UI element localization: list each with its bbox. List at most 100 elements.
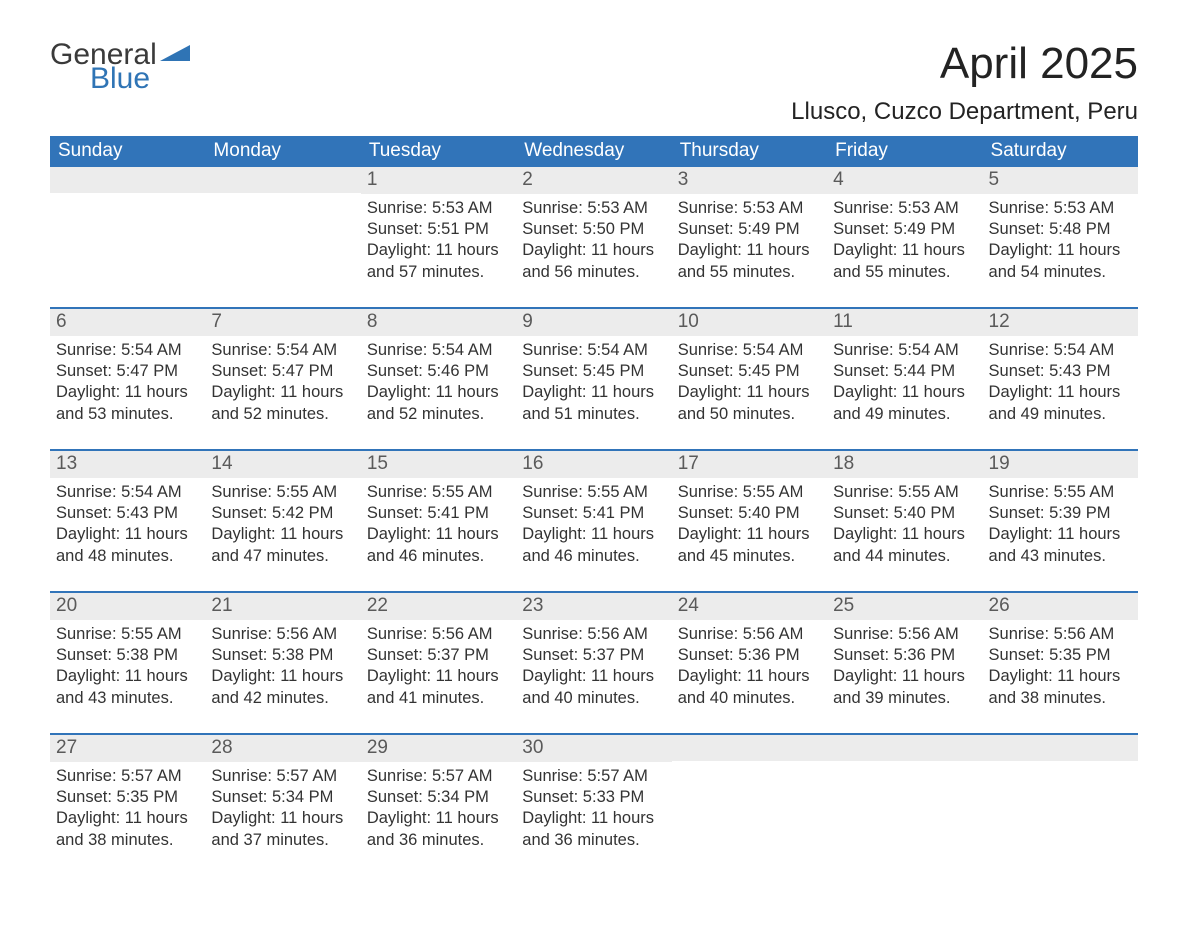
daylight-text-2: and 55 minutes. <box>678 262 821 283</box>
month-title: April 2025 <box>791 40 1138 88</box>
daylight-text-1: Daylight: 11 hours <box>367 382 510 403</box>
calendar-cell: 30Sunrise: 5:57 AMSunset: 5:33 PMDayligh… <box>516 735 671 875</box>
day-info: Sunrise: 5:56 AMSunset: 5:36 PMDaylight:… <box>827 620 982 718</box>
calendar-cell: 25Sunrise: 5:56 AMSunset: 5:36 PMDayligh… <box>827 593 982 733</box>
sunrise-text: Sunrise: 5:55 AM <box>833 482 976 503</box>
day-number: 13 <box>50 451 205 478</box>
daylight-text-1: Daylight: 11 hours <box>522 240 665 261</box>
sunrise-text: Sunrise: 5:57 AM <box>56 766 199 787</box>
day-info: Sunrise: 5:54 AMSunset: 5:44 PMDaylight:… <box>827 336 982 434</box>
daylight-text-2: and 54 minutes. <box>989 262 1132 283</box>
day-number: 20 <box>50 593 205 620</box>
calendar-cell <box>827 735 982 875</box>
day-info: Sunrise: 5:54 AMSunset: 5:43 PMDaylight:… <box>50 478 205 576</box>
daylight-text-1: Daylight: 11 hours <box>211 666 354 687</box>
calendar-week: 1Sunrise: 5:53 AMSunset: 5:51 PMDaylight… <box>50 167 1138 307</box>
sunrise-text: Sunrise: 5:57 AM <box>522 766 665 787</box>
day-info: Sunrise: 5:55 AMSunset: 5:41 PMDaylight:… <box>361 478 516 576</box>
daylight-text-1: Daylight: 11 hours <box>367 524 510 545</box>
sunset-text: Sunset: 5:35 PM <box>56 787 199 808</box>
sunrise-text: Sunrise: 5:53 AM <box>678 198 821 219</box>
calendar-week: 6Sunrise: 5:54 AMSunset: 5:47 PMDaylight… <box>50 307 1138 449</box>
calendar-cell: 16Sunrise: 5:55 AMSunset: 5:41 PMDayligh… <box>516 451 671 591</box>
dayhead-wednesday: Wednesday <box>516 136 671 167</box>
calendar-cell: 4Sunrise: 5:53 AMSunset: 5:49 PMDaylight… <box>827 167 982 307</box>
calendar-cell <box>672 735 827 875</box>
daylight-text-1: Daylight: 11 hours <box>211 808 354 829</box>
calendar-cell: 15Sunrise: 5:55 AMSunset: 5:41 PMDayligh… <box>361 451 516 591</box>
dayhead-saturday: Saturday <box>983 136 1138 167</box>
daylight-text-1: Daylight: 11 hours <box>833 666 976 687</box>
sunrise-text: Sunrise: 5:54 AM <box>833 340 976 361</box>
dayhead-row: Sunday Monday Tuesday Wednesday Thursday… <box>50 136 1138 167</box>
day-info: Sunrise: 5:54 AMSunset: 5:43 PMDaylight:… <box>983 336 1138 434</box>
sunrise-text: Sunrise: 5:55 AM <box>522 482 665 503</box>
sunrise-text: Sunrise: 5:54 AM <box>989 340 1132 361</box>
sunset-text: Sunset: 5:37 PM <box>367 645 510 666</box>
sunrise-text: Sunrise: 5:56 AM <box>989 624 1132 645</box>
weeks-container: 1Sunrise: 5:53 AMSunset: 5:51 PMDaylight… <box>50 167 1138 875</box>
sunrise-text: Sunrise: 5:54 AM <box>678 340 821 361</box>
sunset-text: Sunset: 5:50 PM <box>522 219 665 240</box>
day-number <box>672 735 827 761</box>
sunrise-text: Sunrise: 5:55 AM <box>211 482 354 503</box>
calendar-cell: 22Sunrise: 5:56 AMSunset: 5:37 PMDayligh… <box>361 593 516 733</box>
daylight-text-1: Daylight: 11 hours <box>211 524 354 545</box>
day-info: Sunrise: 5:55 AMSunset: 5:40 PMDaylight:… <box>672 478 827 576</box>
sunrise-text: Sunrise: 5:56 AM <box>522 624 665 645</box>
daylight-text-2: and 48 minutes. <box>56 546 199 567</box>
dayhead-friday: Friday <box>827 136 982 167</box>
daylight-text-1: Daylight: 11 hours <box>833 524 976 545</box>
sunrise-text: Sunrise: 5:56 AM <box>678 624 821 645</box>
day-info: Sunrise: 5:54 AMSunset: 5:47 PMDaylight:… <box>205 336 360 434</box>
daylight-text-2: and 49 minutes. <box>833 404 976 425</box>
calendar-cell: 23Sunrise: 5:56 AMSunset: 5:37 PMDayligh… <box>516 593 671 733</box>
calendar-cell <box>983 735 1138 875</box>
daylight-text-2: and 52 minutes. <box>367 404 510 425</box>
day-number <box>50 167 205 193</box>
sunset-text: Sunset: 5:38 PM <box>56 645 199 666</box>
sunrise-text: Sunrise: 5:55 AM <box>678 482 821 503</box>
day-info: Sunrise: 5:56 AMSunset: 5:36 PMDaylight:… <box>672 620 827 718</box>
day-number: 15 <box>361 451 516 478</box>
day-number: 14 <box>205 451 360 478</box>
day-number: 10 <box>672 309 827 336</box>
calendar-cell: 28Sunrise: 5:57 AMSunset: 5:34 PMDayligh… <box>205 735 360 875</box>
sunset-text: Sunset: 5:46 PM <box>367 361 510 382</box>
day-info: Sunrise: 5:53 AMSunset: 5:50 PMDaylight:… <box>516 194 671 292</box>
calendar-cell: 27Sunrise: 5:57 AMSunset: 5:35 PMDayligh… <box>50 735 205 875</box>
sunset-text: Sunset: 5:34 PM <box>211 787 354 808</box>
day-number: 7 <box>205 309 360 336</box>
calendar-week: 13Sunrise: 5:54 AMSunset: 5:43 PMDayligh… <box>50 449 1138 591</box>
day-number: 25 <box>827 593 982 620</box>
calendar: Sunday Monday Tuesday Wednesday Thursday… <box>50 136 1138 875</box>
daylight-text-2: and 39 minutes. <box>833 688 976 709</box>
day-number: 21 <box>205 593 360 620</box>
daylight-text-1: Daylight: 11 hours <box>211 382 354 403</box>
daylight-text-2: and 46 minutes. <box>522 546 665 567</box>
calendar-cell: 14Sunrise: 5:55 AMSunset: 5:42 PMDayligh… <box>205 451 360 591</box>
calendar-cell: 20Sunrise: 5:55 AMSunset: 5:38 PMDayligh… <box>50 593 205 733</box>
calendar-cell: 2Sunrise: 5:53 AMSunset: 5:50 PMDaylight… <box>516 167 671 307</box>
sunset-text: Sunset: 5:51 PM <box>367 219 510 240</box>
daylight-text-2: and 42 minutes. <box>211 688 354 709</box>
page: General Blue April 2025 Llusco, Cuzco De… <box>0 0 1188 935</box>
daylight-text-1: Daylight: 11 hours <box>678 382 821 403</box>
sunset-text: Sunset: 5:35 PM <box>989 645 1132 666</box>
daylight-text-1: Daylight: 11 hours <box>56 524 199 545</box>
day-number: 9 <box>516 309 671 336</box>
dayhead-monday: Monday <box>205 136 360 167</box>
daylight-text-1: Daylight: 11 hours <box>56 382 199 403</box>
day-info: Sunrise: 5:56 AMSunset: 5:35 PMDaylight:… <box>983 620 1138 718</box>
daylight-text-1: Daylight: 11 hours <box>833 382 976 403</box>
calendar-cell: 10Sunrise: 5:54 AMSunset: 5:45 PMDayligh… <box>672 309 827 449</box>
calendar-cell: 11Sunrise: 5:54 AMSunset: 5:44 PMDayligh… <box>827 309 982 449</box>
day-info: Sunrise: 5:54 AMSunset: 5:46 PMDaylight:… <box>361 336 516 434</box>
sunrise-text: Sunrise: 5:53 AM <box>367 198 510 219</box>
day-number: 24 <box>672 593 827 620</box>
daylight-text-2: and 41 minutes. <box>367 688 510 709</box>
daylight-text-2: and 51 minutes. <box>522 404 665 425</box>
sunset-text: Sunset: 5:47 PM <box>56 361 199 382</box>
day-number <box>983 735 1138 761</box>
dayhead-thursday: Thursday <box>672 136 827 167</box>
